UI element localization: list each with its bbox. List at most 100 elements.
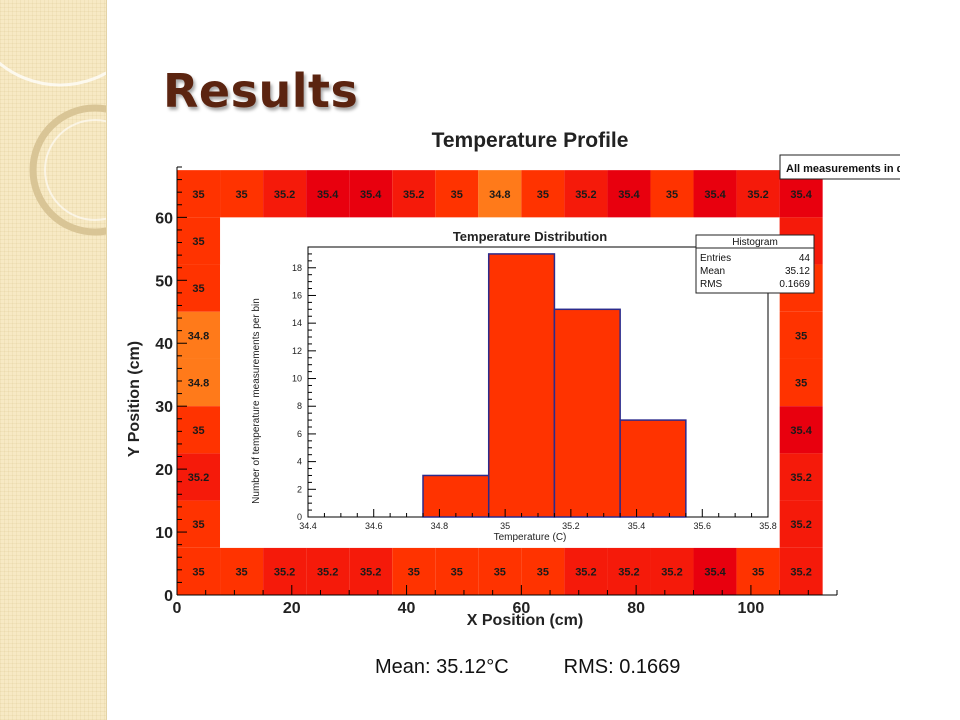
heatmap-top-cell xyxy=(392,170,436,218)
heatmap-bottom-label: 35 xyxy=(752,566,764,578)
histogram-y-tick-label: 14 xyxy=(292,318,302,328)
heatmap-right-label: 35 xyxy=(795,330,807,342)
heatmap-bottom-label: 35.2 xyxy=(360,566,381,578)
heatmap-top-cell xyxy=(478,170,522,218)
slide-title: Results xyxy=(163,64,359,118)
heatmap-left-cell xyxy=(177,500,221,548)
heatmap-bottom-cell xyxy=(435,547,479,595)
heatmap-left-cell xyxy=(177,264,221,312)
decorative-ring-middle xyxy=(29,104,106,236)
histogram-y-tick-label: 8 xyxy=(297,401,302,411)
heatmap-left-cell xyxy=(177,217,221,265)
heatmap-right-label: 35.4 xyxy=(790,425,812,437)
decorative-ring-inner xyxy=(44,119,106,221)
histogram-stats-box: Histogram Entries 44 Mean 35.12 RMS 0.16… xyxy=(695,234,815,294)
heatmap-bottom-label: 35 xyxy=(537,566,549,578)
histogram-x-tick-label: 34.4 xyxy=(299,521,317,531)
heatmap-bottom-cell xyxy=(349,547,393,595)
stats-box-frame xyxy=(695,234,815,294)
histogram-y-tick-label: 0 xyxy=(297,512,302,522)
stats-rms-label: RMS xyxy=(700,279,723,290)
heatmap-top-cell xyxy=(177,170,221,218)
heatmap-top-label: 35.4 xyxy=(704,189,726,201)
heatmap-top-label: 35.4 xyxy=(317,189,339,201)
histogram-bar xyxy=(422,474,490,518)
heatmap-bottom-cell xyxy=(306,547,350,595)
heatmap-left-label: 35.2 xyxy=(188,472,209,484)
heatmap-top-cell xyxy=(435,170,479,218)
heatmap-bottom-label: 35.2 xyxy=(618,566,639,578)
histogram-bar xyxy=(487,253,556,518)
heatmap-top-cell xyxy=(607,170,651,218)
temperature-profile-svg: 35 35 35.2 35.4 35.4 35.2 35 34.8 35 35.2 35.4 35 35… xyxy=(126,129,900,629)
summary-mean: Mean: 35.12°C xyxy=(375,656,509,678)
heatmap-y-tick-label: 60 xyxy=(155,210,173,227)
heatmap-bottom-cell xyxy=(779,547,823,595)
histogram-x-tick-label: 34.6 xyxy=(365,521,383,531)
heatmap-right-cell xyxy=(779,500,823,548)
histogram-bar xyxy=(553,308,621,518)
heatmap-top-cell xyxy=(306,170,350,218)
heatmap-bottom-label: 35.2 xyxy=(790,566,811,578)
heatmap-right-label: 35.2 xyxy=(790,472,811,484)
heatmap-top-cell xyxy=(521,170,565,218)
heatmap-bottom-label: 35.2 xyxy=(274,566,295,578)
histogram-axes: 34.4 34.6 34.8 35 35.2 35.4 35.6 35.8 0 2 4 6 8 10 12 1… xyxy=(292,253,777,531)
heatmap-top-cell xyxy=(220,170,264,218)
heatmap-bottom-label: 35.2 xyxy=(661,566,682,578)
legend-note-text: All measurements in degrees C xyxy=(786,163,900,175)
heatmap-top-label: 35.2 xyxy=(747,189,768,201)
stats-mean-value: 35.12 xyxy=(785,266,810,277)
heatmap-right-cell xyxy=(779,311,823,359)
histogram-x-tick-label: 35.8 xyxy=(759,521,777,531)
histogram-x-tick-label: 35.6 xyxy=(694,521,712,531)
heatmap-right-label: 35 xyxy=(795,378,807,390)
heatmap-left-cell xyxy=(177,406,221,454)
heatmap-left-cell xyxy=(177,358,221,407)
heatmap-top-cell xyxy=(349,170,393,218)
stats-entries-label: Entries xyxy=(700,253,731,264)
summary-line: Mean: 35.12°C RMS: 0.1669 xyxy=(375,656,680,679)
stats-entries-value: 44 xyxy=(799,253,811,264)
heatmap-left-cell xyxy=(177,453,221,501)
heatmap-top-label: 35 xyxy=(235,189,247,201)
heatmap-y-tick-label: 50 xyxy=(155,273,173,290)
histogram-y-axis-label: Number of temperature measurements per b… xyxy=(251,298,262,504)
decorative-rings xyxy=(0,61,106,236)
stats-mean-label: Mean xyxy=(700,266,725,277)
heatmap-x-tick-label: 0 xyxy=(173,600,182,617)
temperature-histogram: Temperature Distribution 34.4 34.6 34.8 35 3… xyxy=(251,229,815,543)
summary-rms: RMS: 0.1669 xyxy=(563,656,681,678)
heatmap-left-cell xyxy=(177,311,221,359)
stats-rms-value: 0.1669 xyxy=(779,279,810,290)
heatmap-left-label: 34.8 xyxy=(188,378,209,390)
heatmap-top-cell xyxy=(693,170,737,218)
heatmap-top-label: 35.2 xyxy=(274,189,295,201)
histogram-x-tick-label: 35 xyxy=(500,521,510,531)
heatmap-top-label: 35 xyxy=(192,189,204,201)
heatmap-top-label: 35.2 xyxy=(575,189,596,201)
histogram-y-tick-label: 12 xyxy=(292,346,302,356)
heatmap-right-cell xyxy=(779,358,823,407)
histogram-bar xyxy=(619,419,687,518)
histogram-x-tick-label: 35.2 xyxy=(562,521,580,531)
heatmap-y-tick-label: 0 xyxy=(164,588,173,605)
histogram-x-tick-label: 34.8 xyxy=(431,521,449,531)
heatmap-y-axis-label: Y Position (cm) xyxy=(126,341,143,457)
decorative-ring-outer xyxy=(0,61,106,87)
heatmap-bottom-label: 35 xyxy=(494,566,506,578)
heatmap-y-tick-label: 20 xyxy=(155,462,173,479)
heatmap-left-label: 34.8 xyxy=(188,330,209,342)
heatmap-right-cell xyxy=(779,406,823,454)
heatmap-top-cell xyxy=(736,170,780,218)
histogram-y-tick-label: 10 xyxy=(292,374,302,384)
histogram-y-tick-label: 4 xyxy=(297,457,302,467)
heatmap-top-label: 35.4 xyxy=(790,189,812,201)
heatmap-bottom-cell xyxy=(607,547,651,595)
heatmap-bottom-label: 35 xyxy=(451,566,463,578)
heatmap-top-label: 35.2 xyxy=(403,189,424,201)
heatmap-bottom-cell xyxy=(736,547,780,595)
heatmap-x-tick-label: 20 xyxy=(283,600,301,617)
heatmap-bottom-cell xyxy=(263,547,307,595)
